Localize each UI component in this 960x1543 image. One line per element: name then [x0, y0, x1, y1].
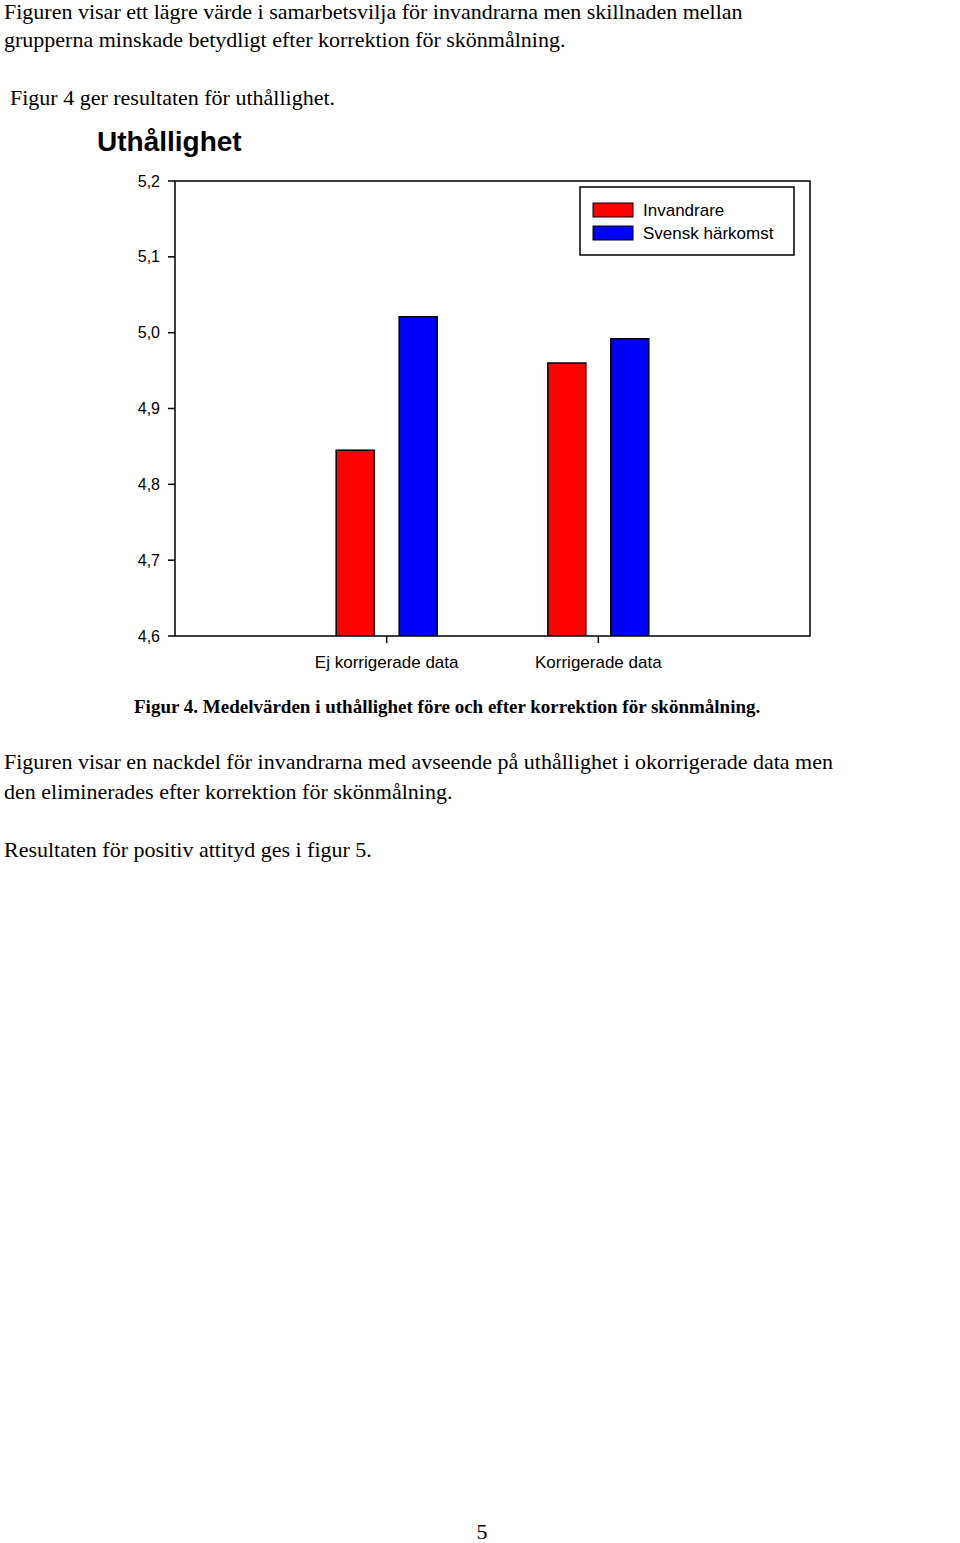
plot-frame: [175, 181, 810, 636]
bar: [399, 317, 437, 636]
figure-caption: Figur 4. Medelvärden i uthållighet före …: [134, 696, 760, 717]
x-tick: [598, 636, 600, 643]
paragraph-line: Figuren visar ett lägre värde i samarbet…: [4, 0, 743, 24]
legend-label: Invandrare: [643, 201, 724, 220]
chart-title: Uthållighet: [97, 126, 242, 157]
y-tick: [168, 256, 175, 258]
y-tick: [168, 484, 175, 486]
paragraph-line: den eliminerades efter korrektion för sk…: [4, 779, 452, 804]
y-tick-label: 4,9: [138, 400, 160, 417]
y-tick-label: 4,6: [138, 628, 160, 645]
y-tick: [168, 332, 175, 334]
bar: [611, 339, 649, 636]
y-tick: [168, 559, 175, 561]
y-tick: [168, 635, 175, 637]
paragraph-line: Figuren visar en nackdel för invandrarna…: [4, 749, 833, 774]
legend-label: Svensk härkomst: [643, 224, 774, 243]
page: Figuren visar ett lägre värde i samarbet…: [0, 0, 960, 1543]
y-tick-label: 5,0: [138, 324, 160, 341]
bar: [548, 363, 586, 636]
bars: [336, 317, 649, 636]
y-tick-label: 4,8: [138, 476, 160, 493]
x-tick-label: Korrigerade data: [535, 653, 662, 672]
legend: [580, 187, 794, 255]
y-tick: [168, 180, 175, 182]
legend-swatch: [593, 226, 633, 240]
paragraph-line: grupperna minskade betydligt efter korre…: [4, 27, 565, 52]
y-tick-label: 5,1: [138, 248, 160, 265]
paragraph: Resultaten för positiv attityd ges i fig…: [4, 837, 372, 862]
page-number: 5: [477, 1519, 488, 1543]
y-tick-label: 4,7: [138, 552, 160, 569]
x-tick: [386, 636, 388, 643]
legend-swatch: [593, 203, 633, 217]
y-tick: [168, 408, 175, 410]
paragraph: Figur 4 ger resultaten för uthållighet.: [10, 85, 335, 110]
x-tick-label: Ej korrigerade data: [315, 653, 459, 672]
bar: [336, 450, 374, 636]
y-tick-label: 5,2: [138, 173, 160, 190]
